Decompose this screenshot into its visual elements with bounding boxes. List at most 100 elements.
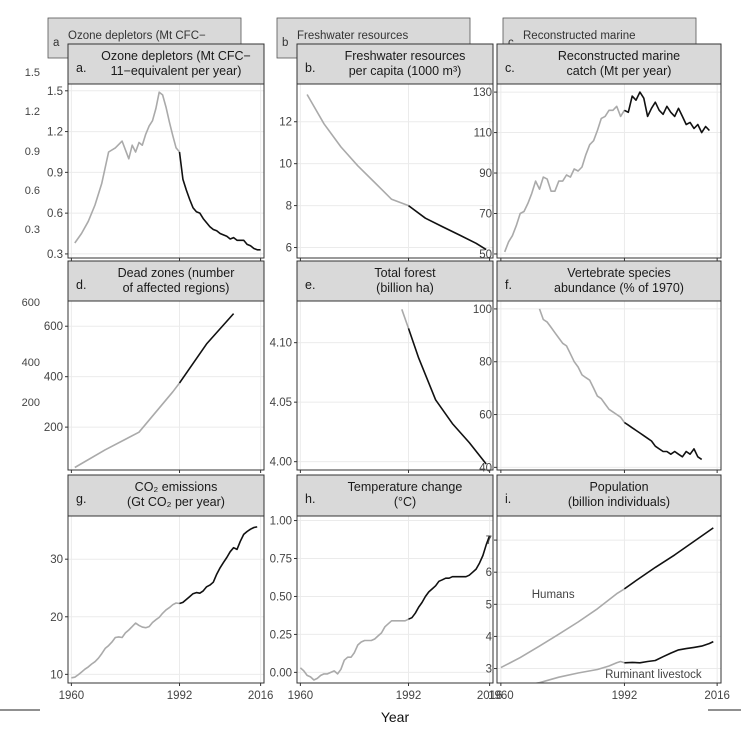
x-tick-label: 1960 [488,690,514,702]
facet-letter: i. [505,492,511,506]
series-line-pre-1992 [503,105,626,253]
y-tick-label: 40 [479,462,492,474]
series-line-post-1992 [407,328,487,465]
panel-background [68,301,264,470]
panel-background [297,84,493,258]
facet-strip [496,43,722,85]
panel-g: g. CO₂ emissions(Gt CO₂ per year) 10 20 30 19… [50,474,273,702]
series-line-post-1992 [178,151,261,251]
panel-border [67,83,265,259]
y-tick-label: 10 [50,669,63,681]
facet-letter: e. [305,278,315,292]
y-tick-label: 7 [486,535,492,547]
y-tick-label: 0.75 [270,554,292,566]
y-tick-label: 0.9 [47,167,63,179]
y-tick-label: 3 [486,664,492,676]
ghost-tick-label: 600 [22,297,40,309]
facet-strip [296,43,494,85]
y-tick-label: 600 [44,321,63,333]
facet-title-line: catch (Mt per year) [567,64,672,78]
x-tick-label: 1960 [288,690,314,702]
series-group [503,91,710,253]
y-tick-label: 5 [486,599,492,611]
series-label-ruminant: Ruminant livestock [605,669,702,681]
facet-title-line: Reconstructed marine [558,49,680,63]
series-group [299,535,491,681]
x-tick-label: 1992 [396,690,422,702]
panel-background [497,84,721,258]
ghost-tick-label: 0.3 [25,224,40,236]
series-line-post-1992 [624,640,714,664]
series-line-pre-1992 [71,602,180,679]
y-tick-label: 8 [286,201,292,213]
panel-border [496,300,722,471]
ghost-strip-title: Freshwater resources [297,30,408,42]
series-line-pre-1992 [74,91,181,244]
y-tick-label: 0.6 [47,208,63,220]
y-tick-label: 4 [486,631,493,643]
y-tick-label: 4.10 [270,338,292,350]
y-tick-label: 0.50 [270,591,292,603]
facet-title-line: per capita (1000 m³) [349,64,462,78]
series-line-post-1992 [178,313,235,384]
facet-title-line: Freshwater resources [345,49,466,63]
y-tick-label: 30 [50,554,63,566]
facet-strip [496,260,722,302]
panel-border [296,515,494,684]
facet-strip [496,474,722,517]
facet-strip [296,474,494,517]
facet-strip [67,260,265,302]
y-tick-label: 1.5 [47,86,63,98]
y-tick-label: 90 [479,168,492,180]
panel-background [297,301,493,470]
facet-strip [296,260,494,302]
y-tick-label: 70 [479,208,492,220]
x-axis-title: Year [381,709,410,725]
y-tick-label: 100 [473,304,492,316]
ghost-strip-title: Reconstructed marine [523,30,636,42]
series-group [74,313,235,469]
y-tick-label: 400 [44,372,63,384]
panel-border [496,83,722,259]
panel-background [297,516,493,683]
series-group [500,527,714,683]
panel-e: e. Total forest(billion ha) 4.00 4.05 4.10 [270,260,494,473]
ghost-tick-label: 200 [22,397,40,409]
series-group [74,91,261,251]
x-tick-label: 1960 [59,690,85,702]
panels: a. Ozone depletors (Mt CFC−11−equivalent … [44,43,730,702]
facet-title-line: CO₂ emissions [135,480,218,494]
ghost-tick-label: 1.2 [25,106,40,118]
x-tick-label: 1992 [167,690,193,702]
facet-title-line: (°C) [394,495,416,509]
facet-title-line: Ozone depletors (Mt CFC− [101,49,251,63]
series-line-pre-1992 [532,660,625,683]
y-tick-label: 1.00 [270,516,292,528]
y-tick-label: 6 [486,567,492,579]
y-tick-label: 4.00 [270,457,292,469]
y-tick-label: 80 [479,357,492,369]
y-tick-label: 200 [44,422,63,434]
y-tick-label: 0.3 [47,249,63,261]
panel-background [68,516,264,683]
series-line-pre-1992 [299,618,409,681]
series-label-humans: Humans [532,589,575,601]
y-tick-label: 10 [279,159,292,171]
facet-title-line: Total forest [374,266,436,280]
series-group [538,308,703,461]
ghost-strip-letter: c [508,37,514,49]
facet-title-line: Population [589,480,648,494]
y-tick-label: 4.05 [270,397,292,409]
panel-background [68,84,264,258]
y-tick-label: 12 [279,117,292,129]
series-group [71,526,258,679]
panel-border [67,515,265,684]
series-line-pre-1992 [500,588,625,669]
panel-border [296,300,494,471]
facet-title-line: Temperature change [348,480,463,494]
series-line-post-1992 [179,526,258,605]
ghost-tick-label: 400 [22,357,40,369]
